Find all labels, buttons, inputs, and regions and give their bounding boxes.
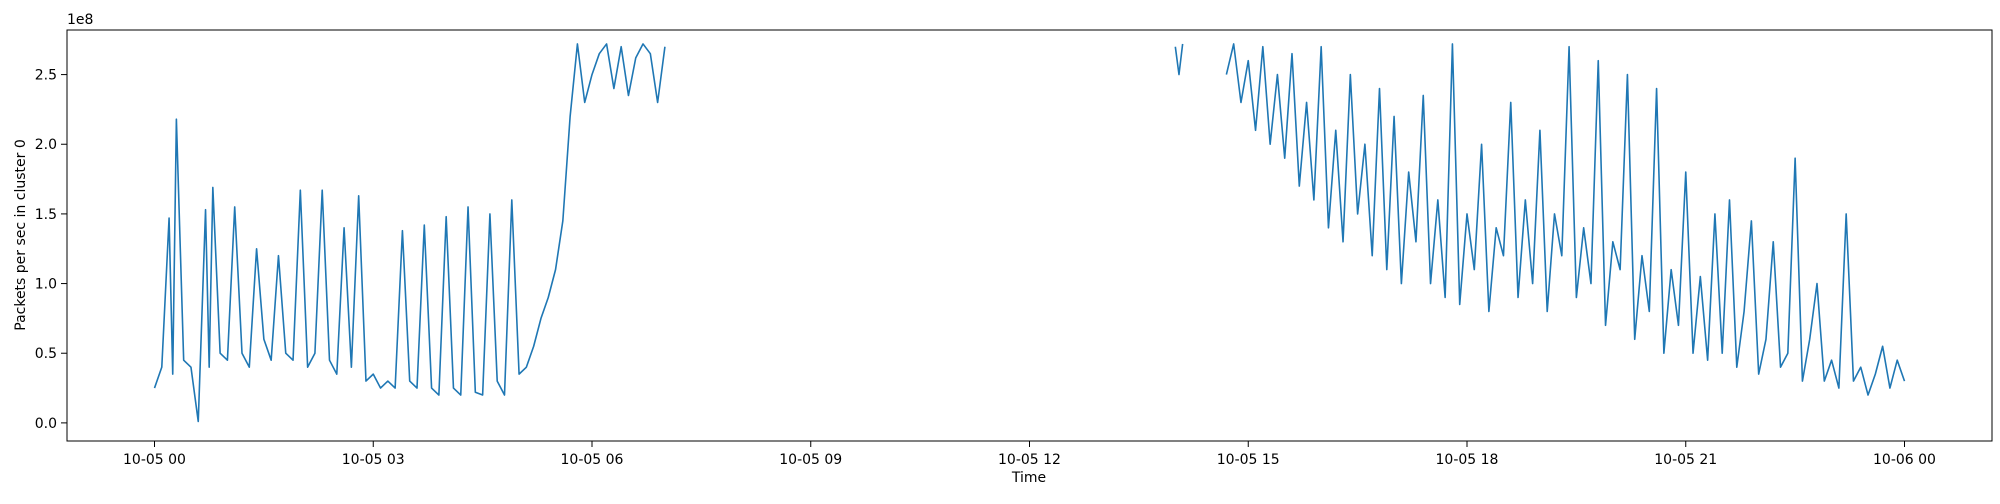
x-tick-label: 10-05 12 — [998, 452, 1061, 468]
x-tick-label: 10-05 21 — [1654, 452, 1717, 468]
y-tick-label: 1.5 — [35, 207, 57, 223]
x-axis-label: Time — [1011, 470, 1046, 486]
y-axis-exponent-label: 1e8 — [67, 12, 93, 28]
series-line-segment — [1225, 43, 1906, 396]
x-tick-label: 10-05 15 — [1217, 452, 1280, 468]
y-tick-label: 2.0 — [35, 137, 57, 153]
y-tick-label: 0.5 — [35, 346, 57, 362]
x-tick-label: 10-06 00 — [1873, 452, 1936, 468]
x-tick-label: 10-05 18 — [1436, 452, 1499, 468]
y-axis: 0.0 0.5 1.0 1.5 2.0 2.5 — [35, 68, 67, 432]
series-line-segment — [153, 43, 666, 423]
x-tick-label: 10-05 06 — [561, 452, 624, 468]
y-axis-label: Packets per sec in cluster 0 — [13, 139, 29, 331]
series-line-segment — [1174, 43, 1184, 76]
y-tick-label: 2.5 — [35, 68, 57, 84]
x-tick-label: 10-05 00 — [123, 452, 186, 468]
y-tick-label: 1.0 — [35, 277, 57, 293]
y-tick-label: 0.0 — [35, 416, 57, 432]
x-tick-label: 10-05 09 — [779, 452, 842, 468]
series-layer — [153, 43, 1906, 423]
x-axis: 10-05 00 10-05 03 10-05 06 10-05 09 10-05 12… — [123, 441, 1936, 468]
x-tick-label: 10-05 03 — [342, 452, 405, 468]
plot-area-background — [67, 30, 1992, 441]
